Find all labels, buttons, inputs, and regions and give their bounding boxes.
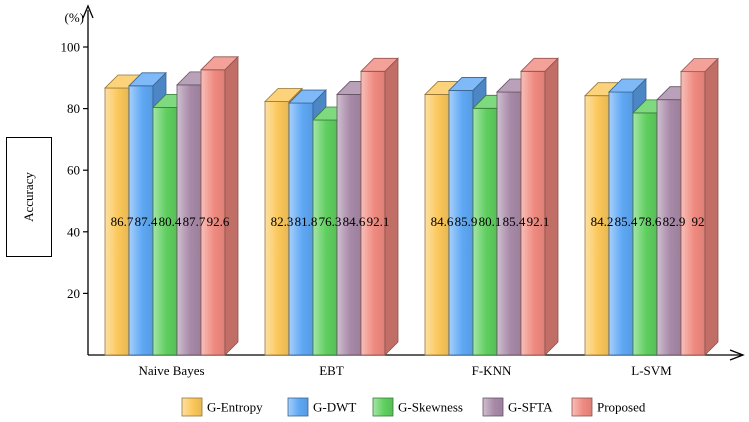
data-label: 84.6 bbox=[343, 214, 366, 229]
bar-group bbox=[424, 57, 559, 356]
legend-label: G-Skewness bbox=[398, 400, 463, 415]
bar-front-face bbox=[152, 106, 178, 356]
data-label: 80.1 bbox=[479, 214, 502, 229]
data-label: 85.4 bbox=[615, 214, 638, 229]
data-label: 85.9 bbox=[455, 214, 478, 229]
legend-label: G-SFTA bbox=[508, 400, 553, 415]
legend-swatch bbox=[372, 397, 394, 417]
y-tick-label: 80 bbox=[67, 101, 80, 116]
data-label: 85.4 bbox=[503, 214, 526, 229]
bar-side-face bbox=[224, 55, 239, 356]
bar-front-face bbox=[656, 99, 682, 356]
bar-front-face bbox=[680, 71, 706, 356]
data-label: 84.2 bbox=[591, 214, 614, 229]
legend-label: Proposed bbox=[597, 400, 646, 415]
bar-front-face bbox=[104, 87, 130, 356]
bar bbox=[680, 57, 719, 356]
data-label: 76.3 bbox=[319, 214, 342, 229]
bar-front-face bbox=[312, 119, 338, 356]
bar-front-face bbox=[632, 112, 658, 356]
data-label: 84.6 bbox=[431, 214, 454, 229]
bar-groups bbox=[104, 55, 719, 356]
data-label: 92.1 bbox=[527, 214, 550, 229]
bar-group bbox=[264, 57, 399, 356]
bar-side-face bbox=[544, 57, 559, 356]
legend-item: G-Skewness bbox=[372, 397, 463, 417]
x-tick-label: Naive Bayes bbox=[138, 363, 204, 378]
bar-group bbox=[104, 55, 239, 356]
y-tick-label: 20 bbox=[67, 286, 80, 301]
bar-front-face bbox=[584, 95, 610, 356]
data-label: 87.4 bbox=[135, 214, 158, 229]
data-labels: 86.7 87.4 80.4 87.7 92.6 82.3 81.8 76.3 84.6 92.1… bbox=[111, 214, 705, 229]
legend-swatch bbox=[571, 397, 593, 417]
bar-side-face bbox=[704, 57, 719, 356]
x-tick-label: F-KNN bbox=[472, 363, 512, 378]
bar-front-face bbox=[496, 91, 522, 356]
bar bbox=[520, 57, 559, 356]
data-label: 92.1 bbox=[367, 214, 390, 229]
y-tick-label: 60 bbox=[67, 163, 80, 178]
bar-front-face bbox=[200, 69, 226, 356]
bar-side-face bbox=[384, 57, 399, 356]
bar-front-face bbox=[288, 102, 314, 356]
data-label: 81.8 bbox=[295, 214, 318, 229]
bar-group bbox=[584, 57, 719, 356]
bar-front-face bbox=[472, 107, 498, 356]
y-axis-label: Accuracy bbox=[21, 172, 36, 222]
y-tick-label: 100 bbox=[61, 40, 81, 55]
data-label: 86.7 bbox=[111, 214, 134, 229]
bar-front-face bbox=[336, 94, 362, 356]
legend-label: G-Entropy bbox=[207, 400, 263, 415]
x-tick-label: EBT bbox=[319, 363, 344, 378]
bar bbox=[360, 57, 399, 356]
data-label: 82.3 bbox=[271, 214, 294, 229]
y-axis-arrow bbox=[82, 4, 94, 19]
bar-front-face bbox=[128, 85, 154, 356]
bar-front-face bbox=[448, 90, 474, 356]
legend-item: G-SFTA bbox=[482, 397, 553, 417]
data-label: 80.4 bbox=[159, 214, 182, 229]
legend: G-Entropy G-DWT G-Skewness G-SFTA Proposed bbox=[181, 397, 646, 417]
data-label: 92.6 bbox=[207, 214, 230, 229]
legend-label: G-DWT bbox=[313, 400, 356, 415]
bar-front-face bbox=[520, 70, 546, 356]
x-tick-label: L-SVM bbox=[631, 363, 672, 378]
legend-item: G-Entropy bbox=[181, 397, 263, 417]
legend-item: Proposed bbox=[571, 397, 646, 417]
legend-swatch bbox=[181, 397, 203, 417]
y-axis-unit: (%) bbox=[65, 10, 85, 25]
legend-swatch bbox=[482, 397, 504, 417]
bar-front-face bbox=[264, 101, 290, 356]
y-tick-label: 40 bbox=[67, 224, 80, 239]
data-label: 92 bbox=[692, 214, 705, 229]
data-label: 78.6 bbox=[639, 214, 662, 229]
legend-item: G-DWT bbox=[287, 397, 356, 417]
data-label: 82.9 bbox=[663, 214, 686, 229]
x-axis-arrow bbox=[729, 349, 745, 361]
legend-swatch bbox=[287, 397, 309, 417]
bar-front-face bbox=[608, 91, 634, 356]
data-label: 87.7 bbox=[183, 214, 206, 229]
bar bbox=[200, 55, 239, 356]
y-axis-label-box: Accuracy bbox=[6, 137, 52, 257]
